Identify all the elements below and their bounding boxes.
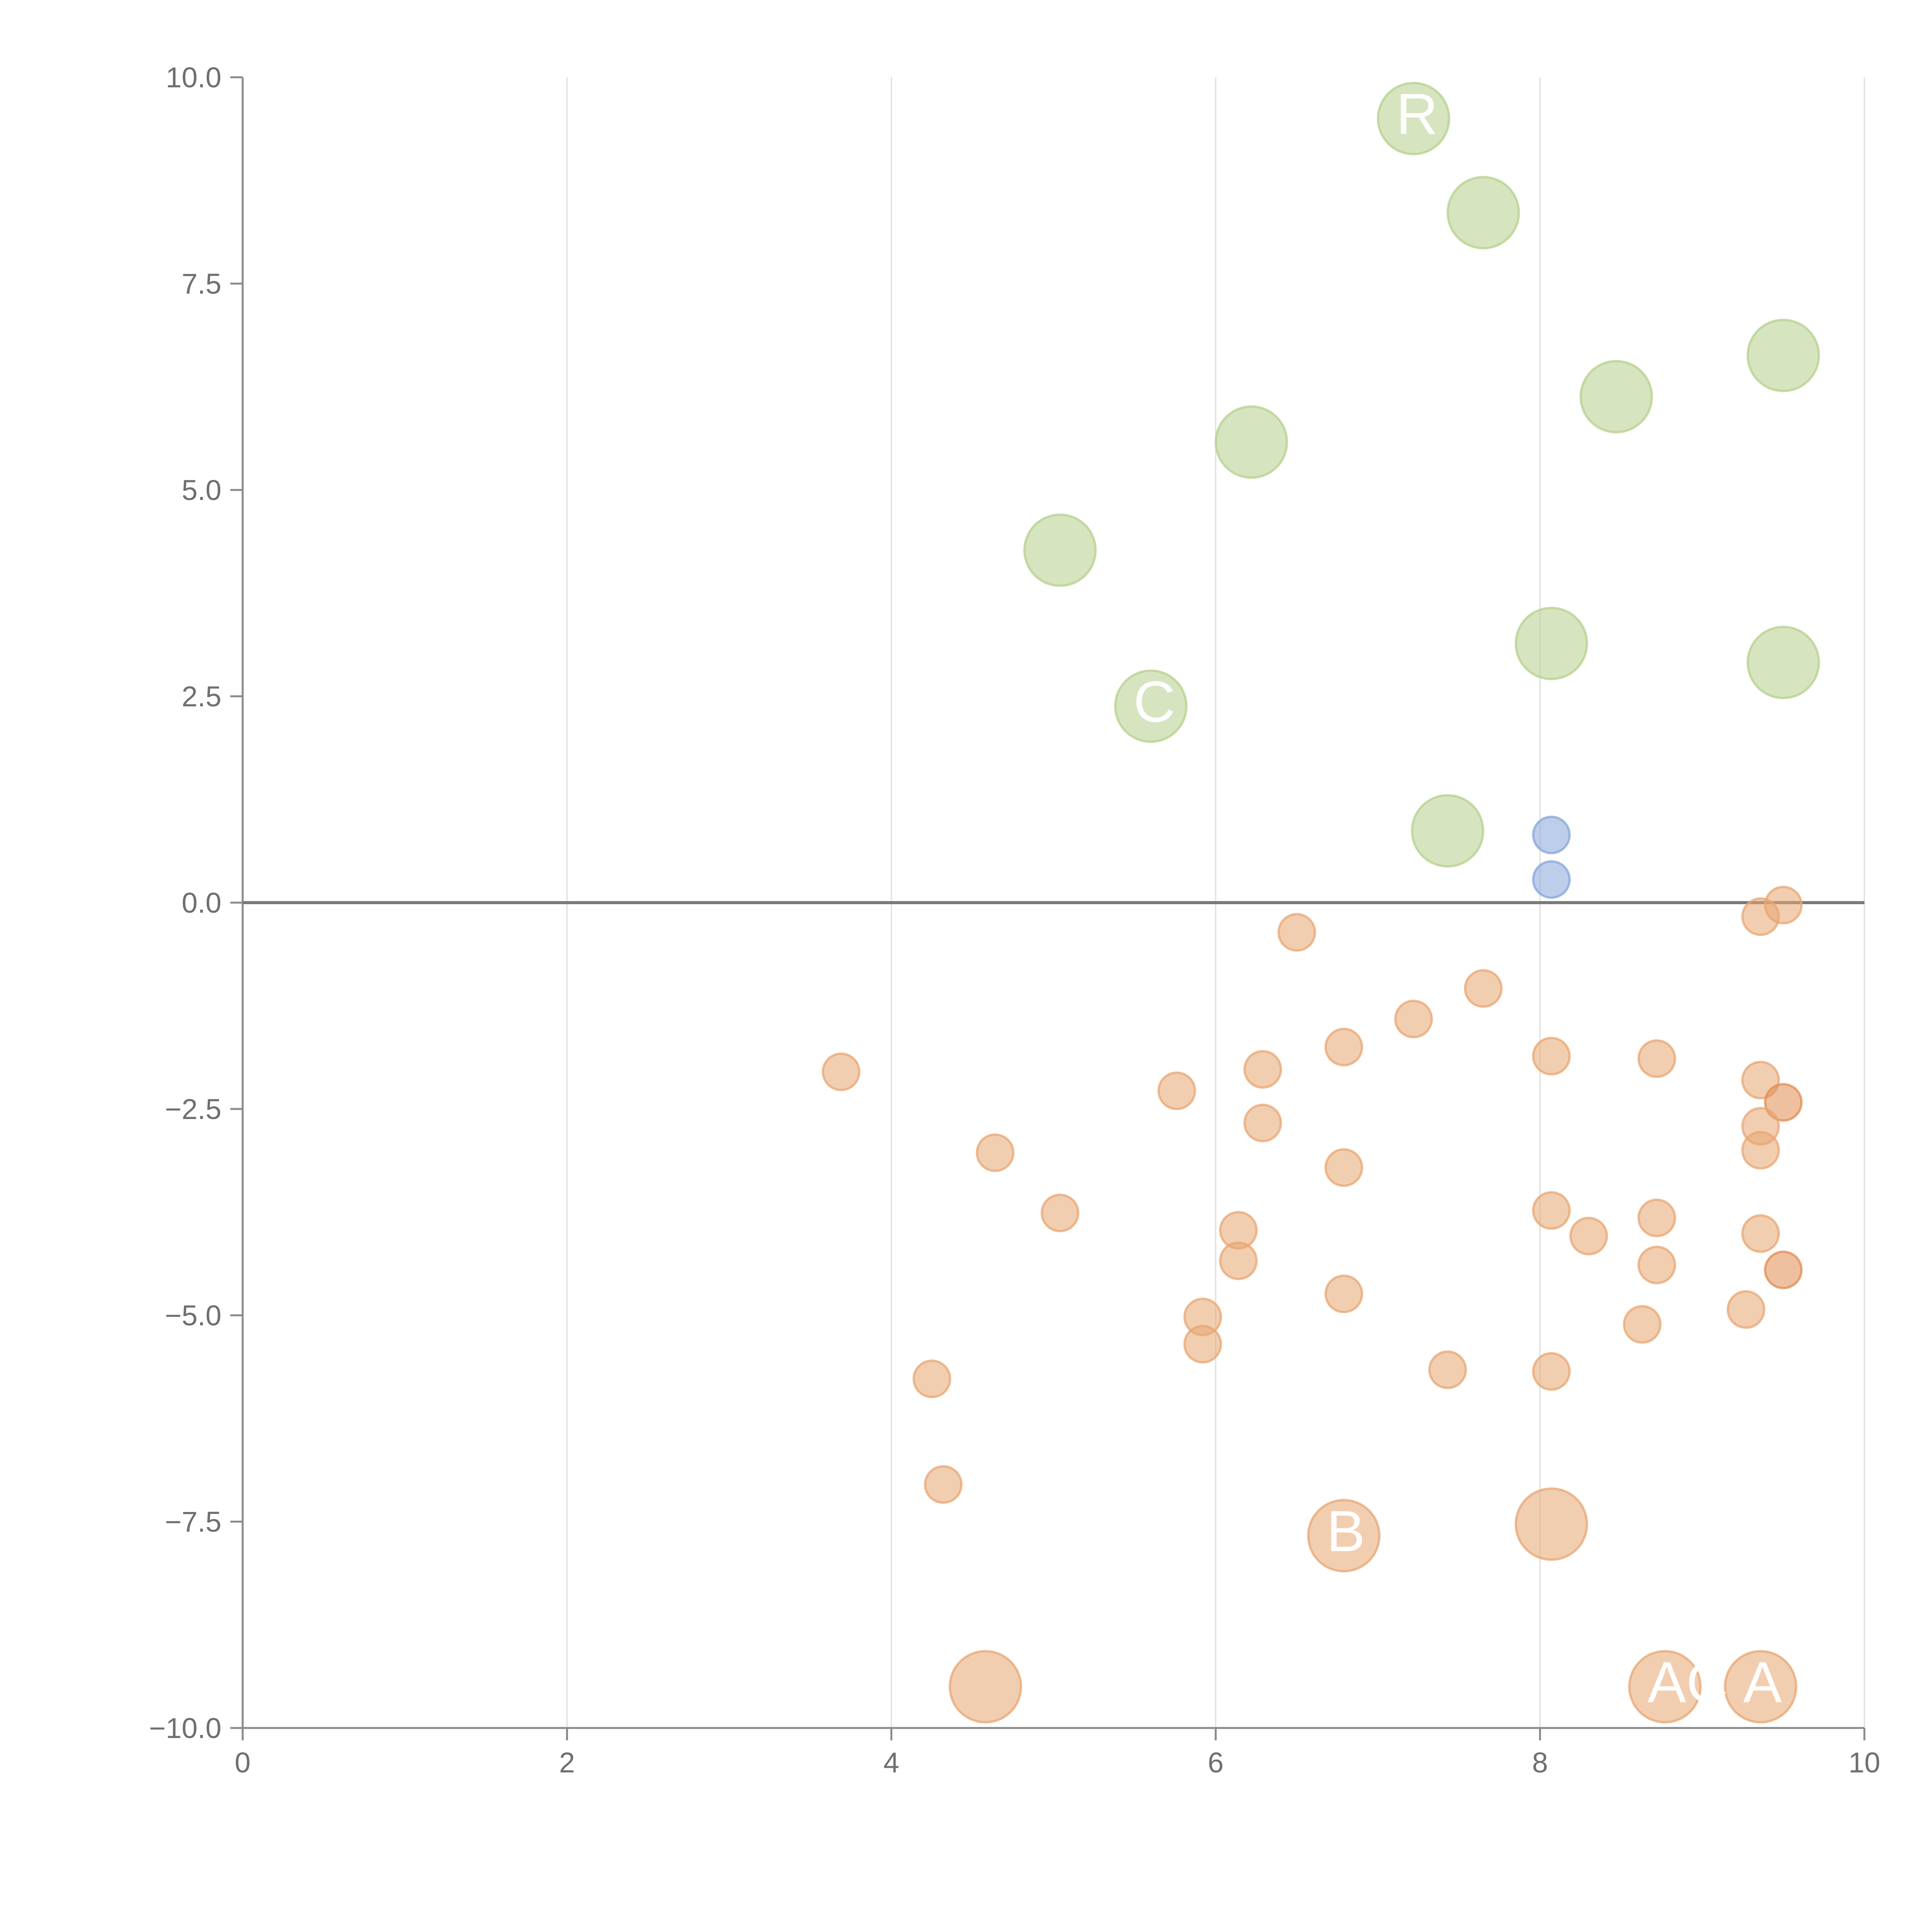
data-point-green <box>1114 669 1188 743</box>
axes: 0 2 4 6 8 10 10.0 7.5 5.0 2.5 0.0 −2.5 −5.0 −7.5 −10.0 <box>149 61 1880 1779</box>
data-point-orange <box>1041 1194 1080 1233</box>
data-point-orange <box>1569 1216 1608 1255</box>
data-point-orange <box>1464 969 1503 1008</box>
data-point-orange <box>1183 1325 1222 1364</box>
data-point-orange <box>1243 1104 1282 1143</box>
x-tick-label: 10 <box>1849 1747 1880 1779</box>
data-point-orange <box>1514 1487 1588 1561</box>
data-point-orange <box>1628 1650 1702 1724</box>
data-point-orange <box>1324 1027 1363 1066</box>
data-point-orange <box>1307 1499 1381 1573</box>
point-labels: R C B AC A <box>1133 82 1782 1714</box>
data-point-orange <box>1726 1290 1765 1329</box>
y-tick-label: 2.5 <box>182 680 221 713</box>
data-point-green <box>1747 318 1820 392</box>
y-tick-label: 10.0 <box>166 61 221 94</box>
data-point-orange <box>1532 1352 1571 1391</box>
data-point-blue <box>1532 860 1571 899</box>
y-tick-label: −2.5 <box>165 1093 221 1125</box>
data-point-orange <box>912 1359 951 1398</box>
data-point-orange <box>1532 1191 1571 1230</box>
data-point-green <box>1579 360 1653 434</box>
data-point-green <box>1446 176 1520 250</box>
x-tick-label: 6 <box>1208 1747 1224 1779</box>
data-point-orange <box>1394 1000 1433 1039</box>
data-point-green <box>1411 794 1485 868</box>
data-point-orange <box>1637 1198 1676 1237</box>
data-point-orange <box>821 1052 861 1091</box>
data-point-orange <box>924 1465 963 1504</box>
x-tick-label: 2 <box>559 1747 575 1779</box>
data-points <box>821 82 1820 1724</box>
data-point-blue <box>1532 815 1571 854</box>
data-point-orange <box>1243 1050 1282 1089</box>
data-point-orange <box>1741 1131 1780 1170</box>
data-point-orange <box>976 1133 1015 1172</box>
data-point-orange <box>1277 913 1316 952</box>
point-label: R <box>1396 82 1438 146</box>
data-point-orange <box>1157 1071 1196 1111</box>
data-point-orange <box>1324 1274 1363 1313</box>
data-point-green <box>1747 626 1820 699</box>
data-point-green <box>1023 513 1097 587</box>
data-point-orange <box>1724 1650 1798 1724</box>
y-tick-label: −7.5 <box>165 1506 221 1538</box>
data-point-orange <box>949 1650 1022 1724</box>
x-tick-label: 0 <box>235 1747 250 1779</box>
point-label: B <box>1327 1498 1365 1563</box>
data-point-green <box>1514 607 1588 680</box>
point-label: C <box>1133 669 1175 734</box>
data-point-orange <box>1219 1242 1258 1281</box>
y-tick-label: −10.0 <box>149 1712 221 1744</box>
x-tick-label: 8 <box>1532 1747 1548 1779</box>
y-tick-label: 7.5 <box>182 268 221 300</box>
data-point-orange <box>1764 1250 1803 1289</box>
point-label: AC <box>1648 1650 1728 1714</box>
data-point-orange <box>1324 1148 1363 1187</box>
data-point-green <box>1214 405 1288 479</box>
data-point-orange <box>1637 1039 1676 1078</box>
x-tick-label: 4 <box>883 1747 899 1779</box>
point-label: A <box>1743 1650 1782 1714</box>
data-point-green <box>1377 82 1451 155</box>
data-point-orange <box>1741 897 1780 936</box>
data-point-orange <box>1764 1083 1803 1122</box>
y-tick-label: 5.0 <box>182 474 221 506</box>
y-tick-label: −5.0 <box>165 1299 221 1332</box>
data-point-orange <box>1532 1037 1571 1076</box>
y-tick-label: 0.0 <box>182 887 221 919</box>
data-point-orange <box>1428 1350 1467 1389</box>
data-point-orange <box>1623 1305 1662 1344</box>
data-point-orange <box>1741 1214 1780 1253</box>
data-point-orange <box>1637 1245 1676 1284</box>
